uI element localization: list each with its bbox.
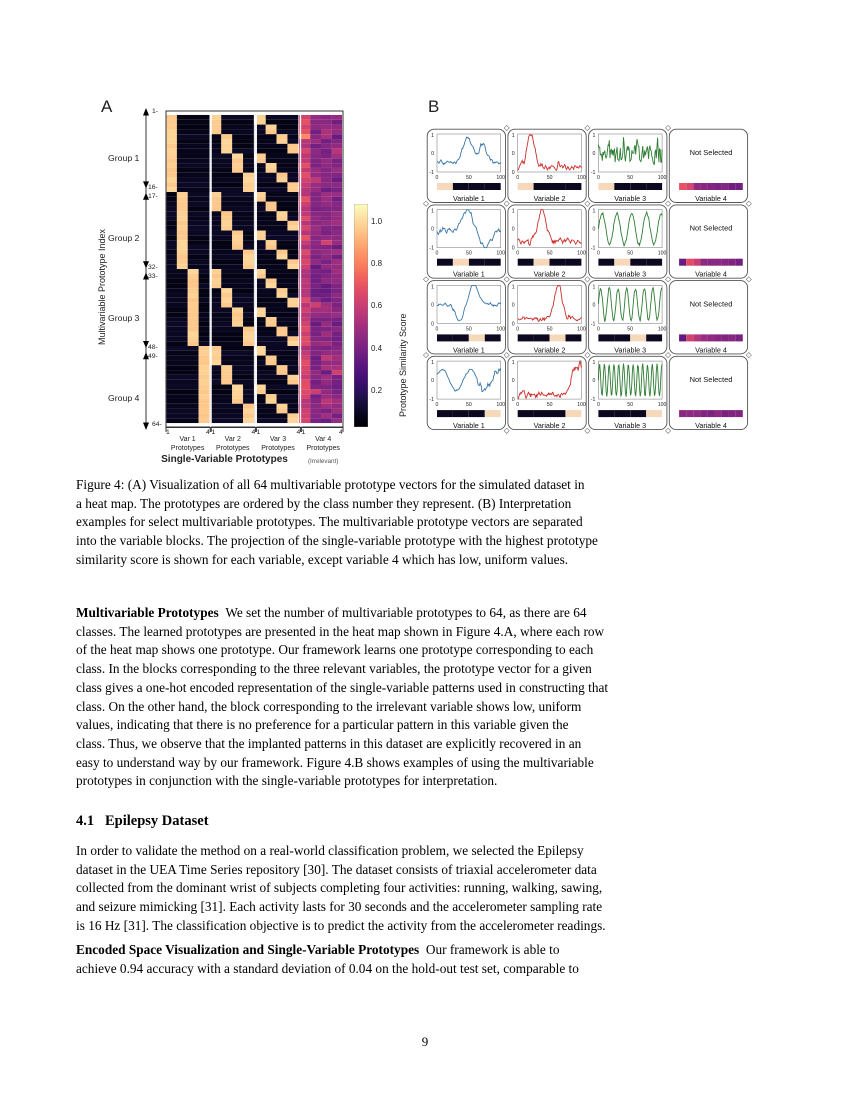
svg-text:1: 1	[592, 284, 595, 290]
svg-text:1: 1	[512, 209, 515, 215]
svg-text:0: 0	[435, 402, 438, 408]
svg-text:100: 100	[658, 402, 667, 408]
svg-text:Variable 4: Variable 4	[695, 421, 727, 430]
svg-text:-1: -1	[591, 246, 596, 252]
svg-text:-1: -1	[429, 397, 434, 403]
svg-text:Not Selected: Not Selected	[689, 224, 732, 233]
svg-text:0: 0	[516, 175, 519, 181]
svg-text:50: 50	[466, 326, 472, 332]
svg-text:0: 0	[592, 227, 595, 233]
svg-text:Variable 4: Variable 4	[695, 345, 727, 354]
svg-text:1: 1	[431, 133, 434, 139]
svg-text:Not Selected: Not Selected	[689, 299, 732, 308]
svg-text:Variable 2: Variable 2	[533, 345, 565, 354]
svg-text:-1: -1	[591, 321, 596, 327]
svg-text:100: 100	[496, 251, 505, 257]
svg-text:0: 0	[512, 321, 515, 327]
svg-text:Variable 1: Variable 1	[453, 345, 485, 354]
svg-text:100: 100	[658, 251, 667, 257]
svg-text:Variable 3: Variable 3	[614, 345, 646, 354]
svg-text:0: 0	[431, 151, 434, 157]
svg-text:0: 0	[431, 227, 434, 233]
svg-text:0: 0	[431, 378, 434, 384]
svg-text:0: 0	[431, 302, 434, 308]
svg-text:0: 0	[435, 251, 438, 257]
svg-text:50: 50	[547, 402, 553, 408]
svg-text:0: 0	[597, 402, 600, 408]
svg-text:50: 50	[547, 175, 553, 181]
svg-text:0: 0	[512, 151, 515, 157]
svg-text:100: 100	[658, 175, 667, 181]
svg-text:0: 0	[512, 170, 515, 176]
svg-text:Variable 4: Variable 4	[695, 194, 727, 203]
svg-text:100: 100	[496, 175, 505, 181]
svg-text:50: 50	[547, 251, 553, 257]
svg-text:50: 50	[466, 251, 472, 257]
svg-text:0: 0	[516, 402, 519, 408]
svg-text:50: 50	[627, 402, 633, 408]
svg-text:0: 0	[435, 326, 438, 332]
svg-text:Variable 3: Variable 3	[614, 194, 646, 203]
svg-text:0: 0	[597, 326, 600, 332]
svg-text:50: 50	[627, 175, 633, 181]
svg-text:Variable 3: Variable 3	[614, 421, 646, 430]
svg-text:100: 100	[496, 326, 505, 332]
svg-text:50: 50	[627, 326, 633, 332]
svg-text:100: 100	[577, 326, 586, 332]
svg-text:1: 1	[512, 360, 515, 366]
svg-text:1: 1	[431, 209, 434, 215]
svg-text:Variable 4: Variable 4	[695, 270, 727, 279]
svg-text:50: 50	[627, 251, 633, 257]
svg-text:1: 1	[431, 360, 434, 366]
svg-text:1: 1	[592, 133, 595, 139]
svg-text:0: 0	[592, 378, 595, 384]
svg-text:0: 0	[516, 251, 519, 257]
svg-text:-1: -1	[429, 246, 434, 252]
svg-text:0: 0	[512, 227, 515, 233]
svg-text:100: 100	[658, 326, 667, 332]
svg-text:Variable 3: Variable 3	[614, 270, 646, 279]
svg-text:0: 0	[512, 397, 515, 403]
svg-text:1: 1	[592, 360, 595, 366]
svg-text:0: 0	[512, 378, 515, 384]
svg-text:100: 100	[577, 175, 586, 181]
svg-text:1: 1	[431, 284, 434, 290]
svg-text:-1: -1	[591, 170, 596, 176]
svg-text:Variable 1: Variable 1	[453, 194, 485, 203]
svg-text:0: 0	[597, 251, 600, 257]
svg-text:-1: -1	[429, 170, 434, 176]
svg-text:0: 0	[512, 302, 515, 308]
svg-text:50: 50	[466, 175, 472, 181]
svg-text:-1: -1	[591, 397, 596, 403]
svg-text:0: 0	[431, 321, 434, 327]
svg-text:0: 0	[592, 151, 595, 157]
svg-text:0: 0	[592, 302, 595, 308]
svg-text:1: 1	[592, 209, 595, 215]
svg-text:Variable 1: Variable 1	[453, 421, 485, 430]
svg-text:0: 0	[597, 175, 600, 181]
svg-text:Variable 2: Variable 2	[533, 194, 565, 203]
svg-text:Variable 2: Variable 2	[533, 270, 565, 279]
svg-text:Variable 2: Variable 2	[533, 421, 565, 430]
svg-text:Not Selected: Not Selected	[689, 148, 732, 157]
svg-text:Variable 1: Variable 1	[453, 270, 485, 279]
svg-text:50: 50	[547, 326, 553, 332]
svg-text:100: 100	[577, 402, 586, 408]
svg-text:1: 1	[512, 133, 515, 139]
svg-text:0: 0	[512, 246, 515, 252]
svg-text:50: 50	[466, 402, 472, 408]
svg-text:1: 1	[512, 284, 515, 290]
svg-text:0: 0	[516, 326, 519, 332]
svg-text:Not Selected: Not Selected	[689, 375, 732, 384]
svg-text:0: 0	[435, 175, 438, 181]
svg-text:100: 100	[496, 402, 505, 408]
svg-text:100: 100	[577, 251, 586, 257]
